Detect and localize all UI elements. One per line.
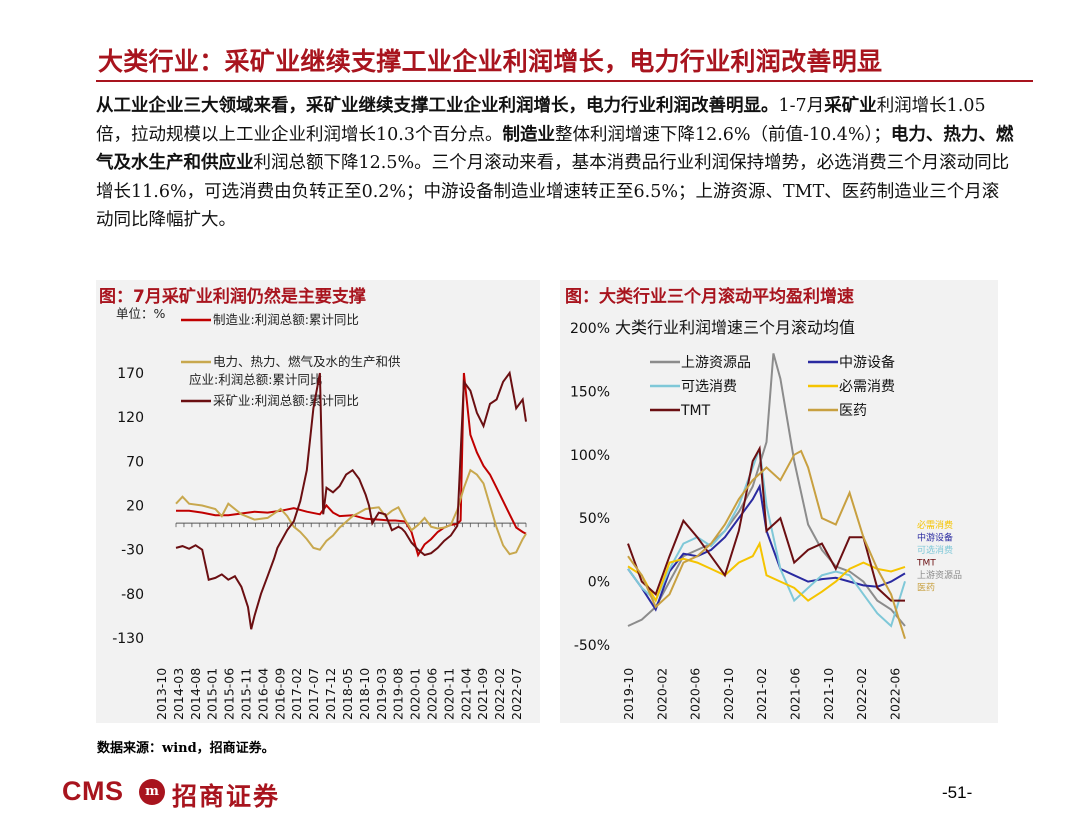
paragraph-segment: 1-7月 <box>778 96 825 116</box>
y-tick-label: -30 <box>121 543 144 559</box>
x-tick-label: 2014-08 <box>188 668 203 720</box>
y-tick-label: 70 <box>126 454 144 470</box>
page-number: -51- <box>942 783 973 802</box>
chart-panel-left: 图：7月采矿业利润仍然是主要支撑 单位：% 170 120 70 20 -30 -80 -13… <box>96 280 540 723</box>
x-tick-label: 2015-06 <box>222 668 237 720</box>
x-tick-label: 2017-02 <box>289 668 304 720</box>
legend-label: 上游资源品 <box>681 355 751 371</box>
x-tick-label: 2021-06 <box>788 668 803 720</box>
x-tick-label: 2013-10 <box>154 668 169 720</box>
x-tick-label: 2019-03 <box>374 668 389 720</box>
legend-label: 制造业:利润总额:累计同比 <box>213 312 359 327</box>
x-tick-label: 2014-03 <box>171 668 186 720</box>
series-line <box>627 448 906 628</box>
series-line <box>175 370 527 630</box>
end-label: 中游设备 <box>917 532 953 544</box>
x-tick-label: 2022-06 <box>887 668 902 720</box>
y-tick-label: 170 <box>117 366 144 382</box>
chart-right-svg: 大类行业利润增速三个月滚动均值 200% 150% 100% 50% 0% -50% 2019… <box>570 318 962 720</box>
x-tick-label: 2020-02 <box>654 668 669 720</box>
end-label: TMT <box>916 559 936 569</box>
y-tick-label: 120 <box>117 410 144 426</box>
y-tick-label: 20 <box>126 499 144 515</box>
y-tick-label: -80 <box>121 587 144 603</box>
x-tick-label: 2016-09 <box>272 668 287 720</box>
x-tick-label: 2019-08 <box>391 668 406 720</box>
legend-label: 应业:利润总额:累计同比 <box>189 372 322 387</box>
x-tick-label: 2021-09 <box>475 668 490 720</box>
data-source: 数据来源：wind，招商证券。 <box>97 741 275 756</box>
logo-latin: CMS <box>62 776 124 806</box>
chart-panel-right: 图：大类行业三个月滚动平均盈利增速 大类行业利润增速三个月滚动均值 200% 150… <box>560 280 998 723</box>
paragraph-segment: 采矿业 <box>824 96 877 116</box>
summary-paragraph: 从工业企业三大领域来看，采矿业继续支撑工业企业利润增长，电力行业利润改善明显。1… <box>96 92 1016 235</box>
series-line <box>627 353 906 627</box>
legend-label: 采矿业:利润总额:累计同比 <box>213 393 359 408</box>
x-tick-label: 2015-11 <box>239 668 254 720</box>
legend-label: 必需消费 <box>839 379 895 395</box>
chart-left-title: 图：7月采矿业利润仍然是主要支撑 <box>99 287 366 307</box>
x-tick-label: 2021-02 <box>754 668 769 720</box>
x-tick-label: 2022-02 <box>492 668 507 720</box>
y-tick-label: -130 <box>112 631 144 647</box>
series-line <box>627 449 906 639</box>
y-tick-label: 150% <box>570 384 610 400</box>
y-tick-label: 100% <box>570 448 610 464</box>
x-tick-label: 2017-12 <box>323 668 338 720</box>
x-tick-label: 2020-01 <box>408 668 423 720</box>
title-divider <box>96 80 1033 82</box>
legend-label: 可选消费 <box>681 379 737 395</box>
paragraph-segment: 电力、热力、燃气及水生产和供应业 <box>96 124 1014 174</box>
paragraph-segment: 整体利润增速下降12.6%（前值-10.4%）； <box>554 124 891 145</box>
x-tick-label: 2018-05 <box>340 668 355 720</box>
x-tick-label: 2020-10 <box>721 668 736 720</box>
x-tick-label: 2020-06 <box>424 668 439 720</box>
y-tick-label: -50% <box>574 638 610 654</box>
paragraph-segment: 利润增长1.05倍，拉动规模以上工业企业利润增长10.3个百分点。 <box>96 96 986 145</box>
x-tick-label: 2019-10 <box>621 668 636 720</box>
x-tick-label: 2020-11 <box>441 668 456 720</box>
series-line <box>627 445 905 602</box>
paragraph-segment: 利润总额下降12.5%。三个月滚动来看，基本消费品行业利润保持增势，必选消费三个… <box>96 153 1010 230</box>
y-tick-label: 0% <box>588 575 610 591</box>
x-tick-label: 2021-04 <box>458 668 473 720</box>
chart-subtitle: 大类行业利润增速三个月滚动均值 <box>615 318 855 337</box>
series-line <box>175 468 527 556</box>
y-tick-label: 50% <box>579 511 610 527</box>
legend-label: 医药 <box>839 403 867 419</box>
end-label: 医药 <box>917 583 935 594</box>
end-label: 上游资源品 <box>917 569 962 581</box>
x-tick-label: 2021-10 <box>821 668 836 720</box>
x-tick-label: 2022-02 <box>854 668 869 720</box>
x-tick-label: 2022-07 <box>509 668 524 720</box>
logo-chinese: 招商证券 <box>172 782 281 811</box>
x-tick-label: 2018-10 <box>357 668 372 720</box>
x-tick-label: 2015-01 <box>205 668 220 720</box>
x-tick-label: 2017-07 <box>306 668 321 720</box>
legend-label: TMT <box>680 403 711 419</box>
end-label: 可选消费 <box>917 544 953 556</box>
chart-right-title: 图：大类行业三个月滚动平均盈利增速 <box>565 287 854 307</box>
paragraph-segment: 从工业企业三大领域来看，采矿业继续支撑工业企业利润增长，电力行业利润改善明显。 <box>96 96 779 116</box>
x-tick-label: 2020-06 <box>688 668 703 720</box>
page-title: 大类行业：采矿业继续支撑工业企业利润增长，电力行业利润改善明显 <box>98 47 883 76</box>
legend-label: 电力、热力、燃气及水的生产和供 <box>213 354 401 369</box>
logo-badge-icon: m <box>139 779 165 805</box>
paragraph-segment: 制造业 <box>502 124 555 145</box>
series-line <box>627 540 906 604</box>
unit-label: 单位：% <box>116 306 166 321</box>
y-tick-label: 200% <box>570 321 610 337</box>
end-label: 必需消费 <box>917 519 953 531</box>
legend-label: 中游设备 <box>839 354 895 371</box>
x-tick-label: 2016-04 <box>255 668 270 720</box>
